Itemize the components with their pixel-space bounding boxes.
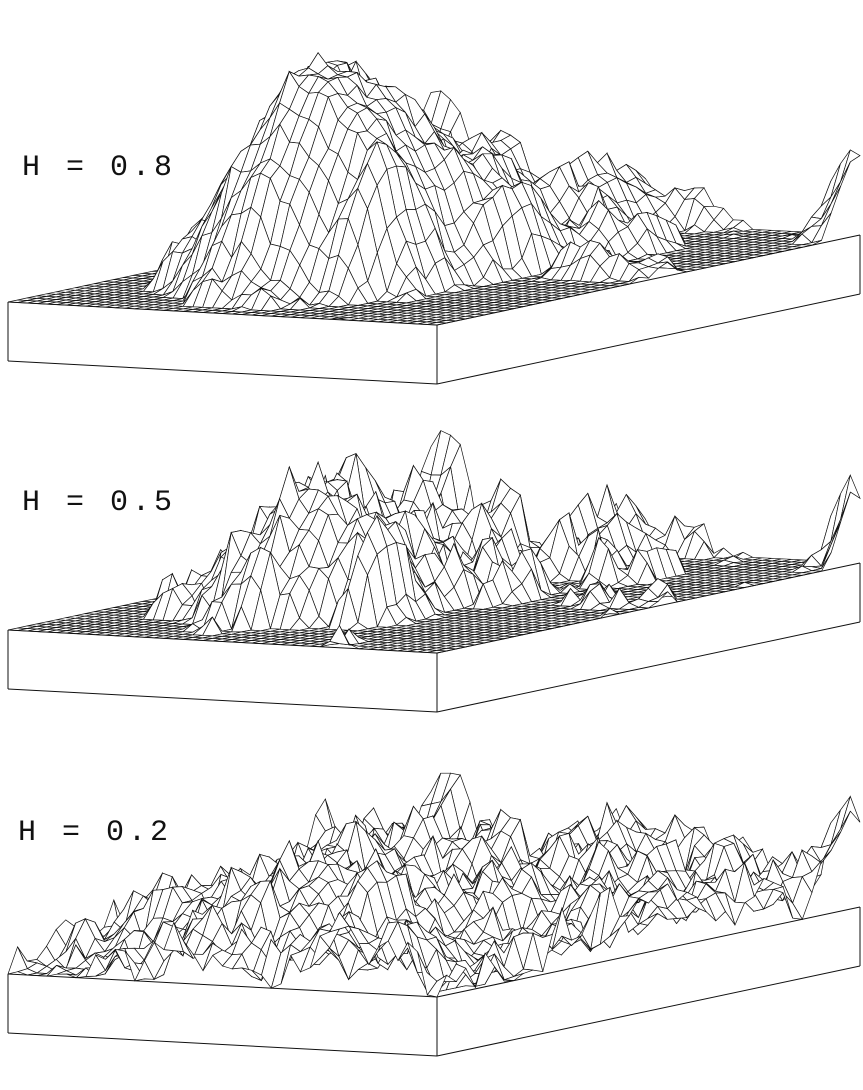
surfaces [8,53,860,1056]
base-edge [8,361,437,384]
surface-cell [831,150,850,197]
fractal-surface [8,53,860,384]
base-edge [8,689,437,712]
fractal-surface [8,431,860,712]
